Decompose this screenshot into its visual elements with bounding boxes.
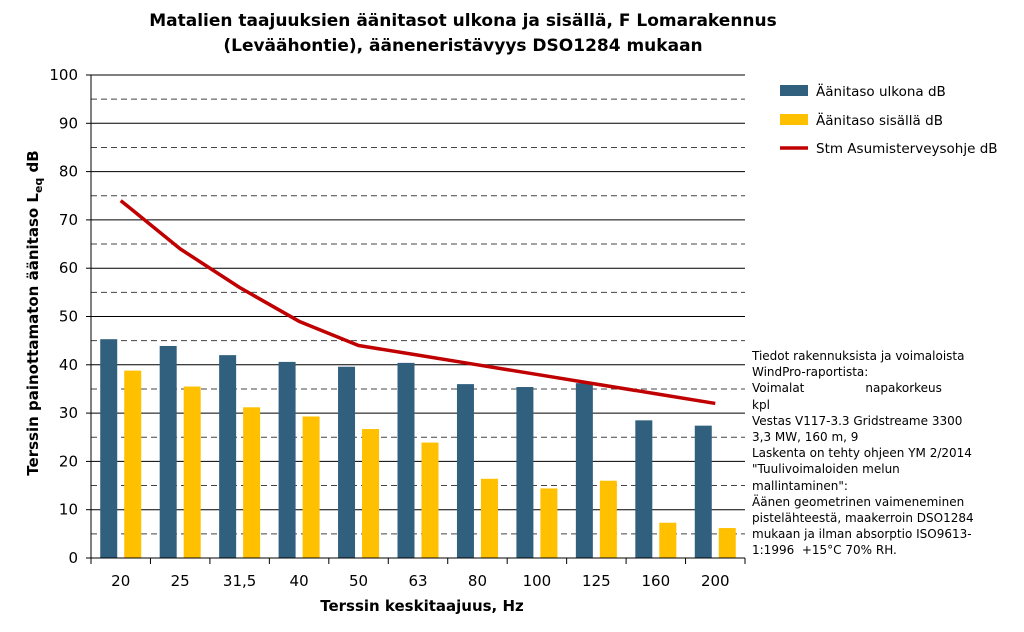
legend-swatch-indoor: [780, 114, 808, 125]
legend-label-guideline: Stm Asumisterveysohje dB: [816, 141, 998, 157]
x-tick-label: 50: [349, 572, 368, 590]
y-axis-title: Terssin painottamaton äänitaso Leq dB: [24, 150, 45, 475]
bar-indoor: [183, 386, 201, 558]
y-tick-labels: 0 10 20 30 40 50 60 70 80 90 100: [49, 66, 78, 567]
x-tick-label: 160: [641, 572, 670, 590]
bar-indoor: [302, 416, 320, 558]
legend-label-indoor: Äänitaso sisällä dB: [816, 111, 943, 129]
bar-outdoor: [338, 366, 356, 558]
note-line: WindPro-raportista:: [752, 365, 869, 380]
bar-indoor: [362, 429, 380, 558]
guideline-line: [119, 199, 716, 406]
bar-outdoor: [456, 384, 474, 558]
bar-indoor: [718, 528, 736, 558]
x-tick-label: 80: [468, 572, 487, 590]
note-line: pistelähteestä, maakerroin DSO1284: [752, 511, 974, 526]
x-tick-label: 100: [523, 572, 552, 590]
calculation-note: Tiedot rakennuksista ja voimaloista Wind…: [752, 348, 1020, 559]
note-line: Vestas V117-3.3 Gridstreame 3300: [752, 413, 963, 428]
bar-indoor: [599, 480, 617, 558]
y-axis-title-unit: dB: [24, 150, 42, 177]
note-line: mallintaminen":: [752, 478, 848, 493]
bar-outdoor: [397, 362, 415, 558]
chart-title-line-2: (Leväähontie), ääneneristävyys DSO1284 m…: [223, 36, 702, 56]
x-tick-label: 63: [408, 572, 427, 590]
x-tick-label: 20: [111, 572, 130, 590]
axes: [86, 74, 746, 564]
y-tick-label: 0: [68, 549, 78, 567]
y-tick-label: 100: [49, 66, 78, 84]
bar-outdoor: [575, 383, 593, 558]
note-line: Äänen geometrinen vaimeneminen: [752, 494, 965, 509]
bar-indoor: [124, 370, 142, 558]
x-tick-label: 25: [171, 572, 190, 590]
bar-outdoor: [219, 355, 237, 558]
guideline-series: [119, 199, 716, 406]
note-line: 3,3 MW, 160 m, 9: [752, 430, 859, 445]
x-tick-label: 200: [701, 572, 730, 590]
y-tick-label: 90: [59, 114, 78, 132]
bar-indoor: [659, 522, 677, 558]
note-line: mukaan ja ilman absorptio ISO9613-: [752, 527, 972, 542]
note-line: Tiedot rakennuksista ja voimaloista: [752, 349, 965, 363]
bar-indoor: [421, 442, 439, 558]
x-tick-labels: 20 25 31,5 40 50 63 80 100 125 160 200: [111, 572, 729, 590]
note-line: "Tuulivoimaloiden melun: [752, 462, 900, 477]
bar-outdoor: [516, 387, 534, 558]
bar-indoor: [480, 478, 498, 558]
y-tick-label: 60: [59, 259, 78, 277]
bar-outdoor: [159, 345, 177, 558]
y-tick-label: 30: [59, 404, 78, 422]
x-tick-label: 125: [582, 572, 611, 590]
chart-title-line-1: Matalien taajuuksien äänitasot ulkona ja…: [149, 11, 777, 31]
y-tick-label: 50: [59, 308, 78, 326]
x-tick-label: 40: [290, 572, 309, 590]
y-axis-title-sub: eq: [32, 178, 45, 193]
y-tick-label: 10: [59, 501, 78, 519]
note-line: Laskenta on tehty ohjeen YM 2/2014: [752, 446, 972, 461]
note-line: Voimalat napakorkeus: [752, 381, 942, 396]
bar-outdoor: [635, 420, 653, 558]
x-axis-title: Terssin keskitaajuus, Hz: [320, 597, 524, 615]
bar-indoor: [540, 488, 558, 558]
x-tick-label: 31,5: [223, 572, 256, 590]
legend: Äänitaso ulkona dB Äänitaso sisällä dB S…: [780, 82, 998, 157]
y-tick-label: 20: [59, 452, 78, 470]
note-line: kpl: [752, 397, 770, 412]
note-line: 1:1996 +15°C 70% RH.: [752, 543, 897, 558]
bar-outdoor: [278, 361, 296, 558]
bar-outdoor: [694, 425, 712, 558]
bars: [100, 339, 736, 558]
y-tick-label: 70: [59, 211, 78, 229]
y-tick-label: 40: [59, 356, 78, 374]
y-axis-title-main: Terssin painottamaton äänitaso L: [24, 193, 42, 476]
legend-swatch-outdoor: [780, 85, 808, 96]
legend-label-outdoor: Äänitaso ulkona dB: [816, 82, 946, 100]
bar-outdoor: [100, 339, 118, 558]
y-tick-label: 80: [59, 163, 78, 181]
bar-indoor: [243, 407, 261, 558]
